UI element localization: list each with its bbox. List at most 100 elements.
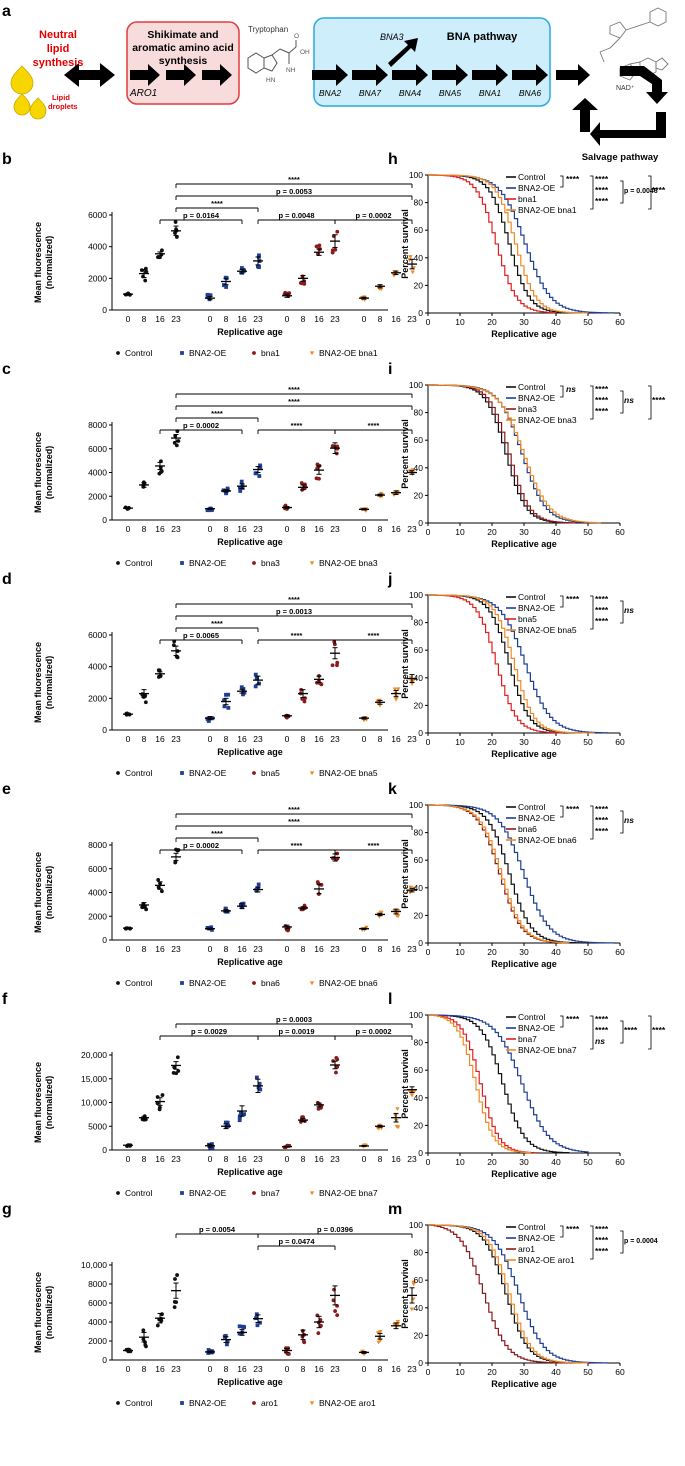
data-point <box>330 248 335 252</box>
stat-bracket <box>590 385 594 420</box>
bracket-label: p = 0.0002 <box>355 211 391 220</box>
x-tick-label: 8 <box>142 944 147 954</box>
chart-h: 0 20 40 60 80 100 0 10 20 30 40 50 60 Percent surviva… <box>400 170 666 339</box>
x-tick-label: 23 <box>407 734 417 744</box>
y-tick-label: 100 <box>409 170 423 180</box>
y-tick-label: 100 <box>409 590 423 600</box>
data-point <box>409 682 415 686</box>
y-tick-label: 4000 <box>88 662 107 672</box>
stat-label: **** <box>595 196 609 206</box>
legend-marker <box>180 1191 184 1195</box>
legend-label: BNA2-OE bna3 <box>518 415 577 425</box>
svg-text:BNA7: BNA7 <box>359 88 381 98</box>
stat-bracket <box>620 1230 624 1254</box>
legend-marker <box>309 981 315 986</box>
data-point <box>159 889 164 894</box>
x-tick-label: 0 <box>285 524 290 534</box>
data-point <box>335 663 339 668</box>
data-point <box>158 674 163 679</box>
aro1-label: ARO1 <box>129 88 157 99</box>
x-tick-label: 50 <box>583 527 593 537</box>
arrow-shikimate-1 <box>130 64 160 86</box>
x-tick-label: 0 <box>285 944 290 954</box>
y-axis-title-line: Mean fluorescence <box>33 642 43 723</box>
data-point <box>316 881 321 886</box>
legend-label: BNA2-OE <box>189 558 227 568</box>
legend-marker <box>309 561 315 566</box>
x-tick-label: 50 <box>583 947 593 957</box>
significance-bracket: p = 0.0053 <box>175 187 413 200</box>
x-tick-label: 60 <box>615 527 625 537</box>
survival-curve-bna1 <box>428 174 557 314</box>
x-tick-label: 0 <box>208 944 213 954</box>
data-point <box>224 285 229 289</box>
y-axis-title-line: Mean fluorescence <box>33 852 43 933</box>
data-point <box>412 1089 417 1094</box>
bracket-label: **** <box>288 397 300 406</box>
x-tick-label: 0 <box>426 947 431 957</box>
survival-curve-aro1 <box>428 1224 570 1364</box>
legend-label: BNA2-OE bna6 <box>518 835 577 845</box>
bracket-label: **** <box>288 385 300 394</box>
y-tick-label: 80 <box>414 1248 424 1258</box>
x-tick-label: 23 <box>407 314 417 324</box>
chart-k: 0 20 40 60 80 100 0 10 20 30 40 50 60 Percent surviva… <box>400 800 634 969</box>
legend-label: Control <box>125 768 153 778</box>
series-bna2-oe <box>205 463 263 513</box>
y-tick-label: 20 <box>414 910 424 920</box>
x-tick-label: 8 <box>378 524 383 534</box>
data-point <box>173 1277 177 1281</box>
x-tick-label: 30 <box>519 947 529 957</box>
legend-label: BNA2-OE bna7 <box>518 1045 577 1055</box>
legend: Control BNA2-OE bna1 BNA2-OE bna1 <box>116 348 378 358</box>
stat-label: **** <box>595 1235 609 1245</box>
svg-text:BNA2: BNA2 <box>319 88 341 98</box>
y-tick-label: 0 <box>102 1145 107 1155</box>
series-bna2-oe <box>205 672 263 723</box>
legend-marker <box>116 1401 120 1405</box>
svg-text:OH: OH <box>300 49 310 56</box>
x-tick-label: 30 <box>519 1157 529 1167</box>
arrow-bna2 <box>312 64 348 86</box>
stat-bracket <box>620 180 624 204</box>
significance-bracket: p = 0.0164 <box>159 211 243 224</box>
y-tick-label: 60 <box>414 855 424 865</box>
y-tick-label: 20 <box>414 1330 424 1340</box>
x-tick-label: 8 <box>301 524 306 534</box>
series-bna2-oe <box>205 1075 263 1150</box>
legend-label: BNA2-OE bna1 <box>319 348 378 358</box>
panel-letter-g: g <box>2 1201 12 1218</box>
y-tick-label: 2000 <box>88 491 107 501</box>
y-axis-title-line: (normalized) <box>44 866 54 920</box>
data-point <box>314 476 319 481</box>
x-tick-label: 23 <box>330 524 340 534</box>
arrow-bna4 <box>392 64 428 86</box>
panel-letter-d: d <box>2 571 12 588</box>
data-point <box>409 1307 415 1312</box>
y-tick-label: 40 <box>414 1093 424 1103</box>
legend: Control BNA2-OE bna7 BNA2-OE bna7 <box>116 1188 378 1198</box>
x-tick-label: 8 <box>142 734 147 744</box>
bracket-label: **** <box>211 619 223 628</box>
bracket-label: p = 0.0003 <box>276 1015 312 1024</box>
svg-text:Shikimate and: Shikimate and <box>147 29 218 41</box>
x-tick-label: 10 <box>455 317 465 327</box>
bracket-label: p = 0.0396 <box>317 1225 353 1234</box>
x-tick-label: 20 <box>487 737 497 747</box>
data-point <box>156 877 161 882</box>
svg-text:BNA4: BNA4 <box>399 88 421 98</box>
x-tick-label: 16 <box>314 734 324 744</box>
legend-label: BNA2-OE bna5 <box>518 625 577 635</box>
data-point <box>143 278 148 283</box>
x-tick-label: 0 <box>426 527 431 537</box>
x-tick-label: 16 <box>155 524 165 534</box>
legend-marker <box>252 1191 256 1195</box>
x-axis-title: Replicative age <box>491 1379 557 1389</box>
bracket-label: p = 0.0029 <box>191 1027 227 1036</box>
data-point <box>141 1328 146 1333</box>
x-tick-label: 0 <box>126 734 131 744</box>
bracket-label: p = 0.0164 <box>183 211 220 220</box>
x-tick-label: 23 <box>171 944 181 954</box>
stat-label: ns <box>624 605 634 615</box>
y-axis-title: Percent survival <box>400 419 410 489</box>
